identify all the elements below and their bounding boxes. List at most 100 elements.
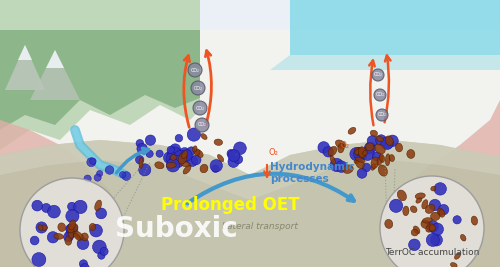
Ellipse shape <box>354 148 362 155</box>
Circle shape <box>168 147 181 161</box>
Circle shape <box>164 152 174 163</box>
Text: CO₂: CO₂ <box>194 85 202 91</box>
Circle shape <box>166 152 179 165</box>
Circle shape <box>48 205 60 218</box>
Ellipse shape <box>196 150 203 158</box>
Circle shape <box>84 175 91 182</box>
Ellipse shape <box>67 226 74 233</box>
Circle shape <box>434 183 446 195</box>
Circle shape <box>98 252 105 259</box>
Circle shape <box>80 260 88 267</box>
Ellipse shape <box>330 156 336 164</box>
Ellipse shape <box>194 149 200 155</box>
Ellipse shape <box>437 208 444 215</box>
Circle shape <box>174 149 182 157</box>
Ellipse shape <box>398 190 406 201</box>
Circle shape <box>453 216 461 224</box>
Circle shape <box>390 199 402 213</box>
Circle shape <box>429 199 440 211</box>
Circle shape <box>66 224 75 234</box>
Ellipse shape <box>183 166 191 174</box>
Circle shape <box>193 101 207 115</box>
Circle shape <box>187 128 200 141</box>
Circle shape <box>380 176 484 267</box>
Circle shape <box>323 147 334 157</box>
Polygon shape <box>0 30 200 130</box>
Ellipse shape <box>94 200 102 211</box>
Bar <box>0 0 500 30</box>
Circle shape <box>92 240 106 254</box>
Circle shape <box>96 170 103 177</box>
Circle shape <box>177 151 189 163</box>
Text: Lateral transport: Lateral transport <box>222 222 298 231</box>
Circle shape <box>48 232 58 243</box>
Text: CO₂: CO₂ <box>374 73 382 77</box>
Circle shape <box>178 148 192 162</box>
Circle shape <box>120 171 126 178</box>
Ellipse shape <box>356 157 365 163</box>
Ellipse shape <box>81 233 88 241</box>
Polygon shape <box>0 140 500 200</box>
Circle shape <box>68 202 76 211</box>
Circle shape <box>210 160 222 172</box>
Text: CO₂: CO₂ <box>190 68 200 73</box>
Ellipse shape <box>371 164 376 170</box>
Circle shape <box>376 109 388 121</box>
Circle shape <box>354 147 367 161</box>
Ellipse shape <box>376 136 384 142</box>
Ellipse shape <box>218 155 224 162</box>
Circle shape <box>136 155 144 164</box>
Polygon shape <box>30 50 80 100</box>
Circle shape <box>94 174 101 181</box>
Ellipse shape <box>410 206 417 213</box>
Circle shape <box>195 118 209 132</box>
Polygon shape <box>290 0 500 55</box>
Ellipse shape <box>54 233 64 239</box>
Circle shape <box>173 151 184 161</box>
Ellipse shape <box>40 225 48 230</box>
Ellipse shape <box>342 165 353 173</box>
Ellipse shape <box>415 193 426 199</box>
Ellipse shape <box>214 139 222 146</box>
Ellipse shape <box>431 186 436 191</box>
Circle shape <box>191 81 205 95</box>
Ellipse shape <box>358 147 366 158</box>
Ellipse shape <box>348 127 356 134</box>
Ellipse shape <box>390 155 394 162</box>
Ellipse shape <box>386 154 390 166</box>
Ellipse shape <box>416 198 422 203</box>
Ellipse shape <box>170 155 176 160</box>
Ellipse shape <box>371 157 378 168</box>
Circle shape <box>372 69 384 81</box>
Circle shape <box>438 205 449 215</box>
Polygon shape <box>18 45 32 60</box>
Ellipse shape <box>201 134 207 139</box>
Circle shape <box>32 253 46 266</box>
Circle shape <box>20 178 124 267</box>
Ellipse shape <box>328 146 337 156</box>
Circle shape <box>136 139 143 147</box>
Ellipse shape <box>65 236 71 245</box>
Ellipse shape <box>139 158 143 168</box>
Circle shape <box>146 135 156 145</box>
Ellipse shape <box>366 143 374 151</box>
Circle shape <box>96 208 106 219</box>
Ellipse shape <box>422 200 428 209</box>
Circle shape <box>36 222 47 233</box>
Ellipse shape <box>336 140 345 148</box>
Circle shape <box>212 165 219 172</box>
Circle shape <box>380 137 394 150</box>
Ellipse shape <box>192 146 197 152</box>
Ellipse shape <box>439 210 445 217</box>
Circle shape <box>170 144 180 155</box>
Ellipse shape <box>89 223 96 231</box>
Ellipse shape <box>74 231 84 239</box>
Circle shape <box>350 147 364 161</box>
Circle shape <box>318 142 330 153</box>
Ellipse shape <box>421 220 430 229</box>
Ellipse shape <box>356 160 364 168</box>
Circle shape <box>426 233 440 246</box>
Circle shape <box>187 147 196 155</box>
Ellipse shape <box>471 216 478 225</box>
Circle shape <box>30 236 39 245</box>
